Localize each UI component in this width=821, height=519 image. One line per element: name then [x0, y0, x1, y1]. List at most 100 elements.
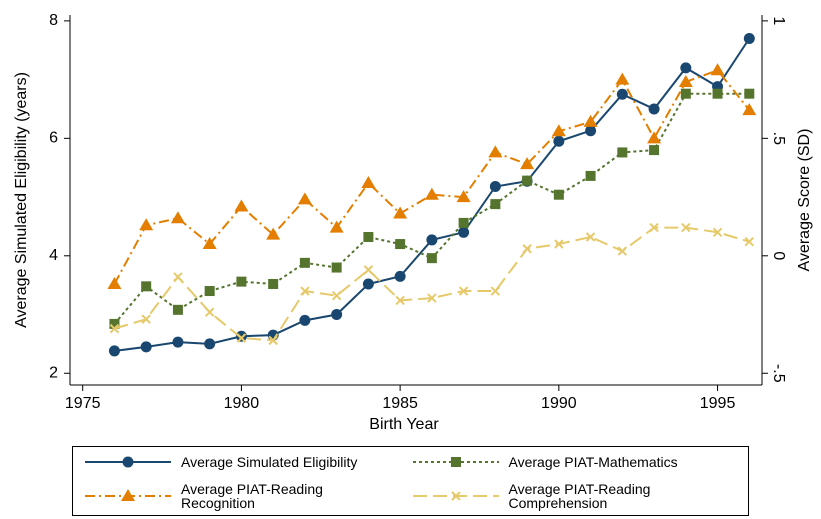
marker	[394, 270, 406, 282]
legend-swatch	[85, 489, 171, 501]
marker	[141, 281, 152, 292]
marker	[170, 211, 185, 224]
marker	[680, 62, 692, 74]
marker	[551, 124, 566, 137]
legend-label: Average PIAT-Reading Recognition	[181, 481, 323, 511]
marker	[109, 318, 120, 329]
marker	[140, 341, 152, 353]
marker	[108, 345, 120, 357]
x-tick-label: 1975	[65, 395, 101, 412]
marker	[458, 217, 469, 228]
marker	[585, 125, 597, 137]
legend-swatch	[412, 491, 499, 501]
marker	[297, 192, 312, 205]
legend-swatch	[412, 457, 499, 467]
marker	[395, 295, 405, 306]
marker	[553, 189, 564, 200]
y-tick-label: 4	[49, 247, 58, 264]
marker	[649, 145, 660, 156]
marker	[236, 276, 247, 287]
y-axis-title: Average Simulated Eligibility (years)	[13, 72, 30, 328]
marker	[122, 456, 134, 468]
marker	[173, 272, 183, 282]
marker	[520, 157, 535, 170]
marker	[553, 135, 565, 147]
marker	[266, 227, 281, 240]
y-tick-label: 6	[49, 130, 58, 147]
marker	[268, 278, 279, 289]
marker	[331, 291, 342, 301]
marker	[329, 220, 344, 233]
x-tick-label: 1990	[541, 395, 577, 412]
marker	[554, 239, 564, 249]
marker	[616, 88, 628, 100]
marker	[712, 88, 723, 99]
marker	[141, 314, 151, 324]
marker	[109, 323, 120, 334]
y-tick-label: 2	[49, 364, 58, 381]
marker	[617, 147, 628, 158]
marker	[522, 175, 533, 186]
x-axis-title: Birth Year	[369, 416, 439, 433]
marker	[139, 218, 154, 231]
marker	[649, 222, 659, 233]
marker	[489, 180, 501, 192]
legend-label: Average PIAT-Mathematics	[508, 454, 678, 470]
marker	[204, 338, 216, 350]
marker	[458, 286, 469, 296]
marker	[331, 309, 343, 321]
marker	[395, 239, 406, 250]
legend-swatch	[85, 456, 171, 468]
marker	[647, 131, 662, 144]
y2-tick-label: .5	[770, 132, 787, 145]
marker	[268, 335, 278, 346]
x-tick-label: 1995	[700, 395, 736, 412]
marker	[458, 226, 470, 238]
marker	[204, 307, 215, 317]
x-tick-label: 1985	[382, 395, 418, 412]
marker	[107, 276, 122, 289]
y2-tick-label: 1	[770, 16, 787, 25]
marker	[678, 74, 693, 87]
marker	[299, 257, 310, 268]
y2-tick-label: -.5	[770, 364, 787, 383]
marker	[450, 491, 461, 501]
legend-entry: Average PIAT-Reading Recognition	[83, 482, 411, 510]
marker	[363, 265, 374, 275]
marker	[743, 32, 755, 44]
marker	[121, 489, 135, 501]
marker	[744, 236, 755, 247]
marker	[456, 190, 471, 203]
marker	[361, 175, 376, 188]
marker	[424, 187, 439, 200]
marker	[522, 244, 532, 254]
marker	[234, 199, 249, 212]
marker	[363, 232, 374, 242]
marker	[744, 88, 755, 99]
marker	[426, 234, 438, 246]
marker	[490, 199, 501, 210]
marker	[299, 314, 311, 326]
marker	[393, 206, 408, 219]
legend: Average Simulated Eligibility Average PIA…	[72, 446, 749, 516]
marker	[172, 304, 183, 315]
marker	[712, 227, 723, 238]
marker	[583, 114, 598, 127]
marker	[648, 103, 660, 115]
marker	[710, 63, 725, 76]
marker	[426, 253, 437, 264]
marker	[235, 330, 247, 342]
marker	[204, 286, 215, 297]
marker	[331, 262, 342, 273]
y-tick-label: 8	[49, 12, 58, 29]
marker	[236, 333, 247, 343]
series-line	[113, 69, 751, 285]
marker	[490, 286, 501, 296]
marker	[617, 246, 628, 256]
x-tick-label: 1980	[224, 395, 260, 412]
plot: Birth Year Average Simulated Eligibility…	[13, 12, 813, 433]
marker	[300, 286, 310, 296]
marker	[585, 170, 596, 181]
legend-entry: Average PIAT-Reading Comprehension	[411, 482, 739, 510]
legend-entry: Average PIAT-Mathematics	[411, 452, 739, 472]
